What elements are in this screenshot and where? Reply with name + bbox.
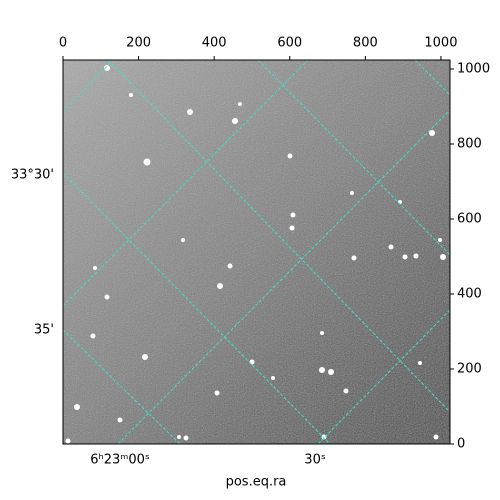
x-tick-label: 1000	[424, 36, 457, 51]
stars	[65, 65, 446, 444]
x-tick-label: 400	[202, 36, 227, 51]
y-tick-label: 200	[457, 362, 482, 377]
x-tick-label: 600	[277, 36, 302, 51]
x-tick-label: 800	[353, 36, 378, 51]
y-tick-label: 400	[457, 287, 482, 302]
x-axis-label: pos.eq.ra	[226, 475, 287, 490]
y-tick-label: 1000	[457, 62, 490, 77]
y-tick-label: 800	[457, 137, 482, 152]
x-tick-label: 200	[126, 36, 151, 51]
coordinate-grid	[63, 60, 450, 444]
y-tick-label: 0	[457, 437, 465, 452]
ra-label: 6ʰ23ᵐ00ˢ	[90, 453, 150, 468]
dec-label: 35'	[34, 323, 54, 338]
ra-label: 30ˢ	[304, 453, 326, 468]
y-tick-label: 600	[457, 212, 482, 227]
frame	[62, 59, 451, 445]
sky-image	[62, 59, 451, 445]
dec-label: 33°30'	[11, 168, 54, 183]
x-tick-label: 0	[59, 36, 67, 51]
